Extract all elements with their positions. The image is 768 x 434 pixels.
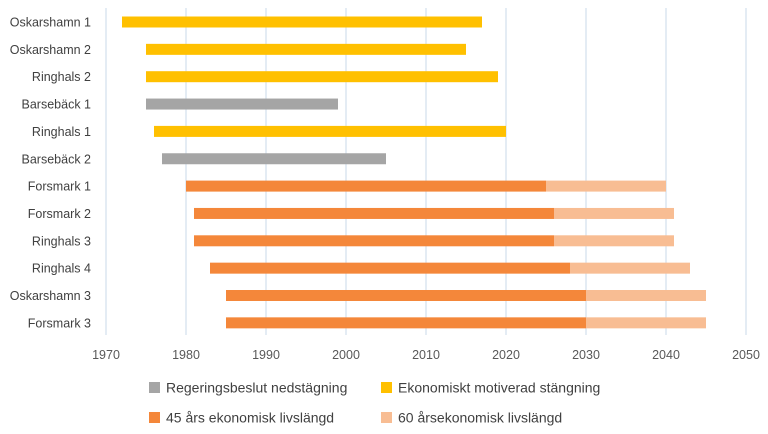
category-label-ringhals-4: Ringhals 4 bbox=[32, 262, 91, 276]
legend-label-eco: Ekonomiskt motiverad stängning bbox=[398, 380, 600, 396]
bar-forsmark-1-y45 bbox=[186, 180, 546, 192]
legend-label-y60: 60 årsekonomisk livslängd bbox=[398, 410, 562, 426]
x-tick-label-2040: 2040 bbox=[652, 348, 680, 362]
category-label-barseb-ck-2: Barsebäck 2 bbox=[22, 152, 92, 166]
x-tick-label-2030: 2030 bbox=[572, 348, 600, 362]
bar-ringhals-4-y60 bbox=[570, 262, 690, 274]
bar-barseb-ck-1-gov bbox=[146, 98, 338, 110]
bar-forsmark-2-y45 bbox=[194, 207, 554, 219]
bar-ringhals-3-y45 bbox=[194, 235, 554, 247]
bar-barseb-ck-2-gov bbox=[162, 153, 386, 165]
bar-ringhals-1-eco bbox=[154, 125, 506, 137]
legend-swatch-eco bbox=[381, 382, 392, 393]
category-label-ringhals-3: Ringhals 3 bbox=[32, 234, 91, 248]
category-label-ringhals-2: Ringhals 2 bbox=[32, 70, 91, 84]
category-label-ringhals-1: Ringhals 1 bbox=[32, 125, 91, 139]
bar-ringhals-2-eco bbox=[146, 71, 498, 83]
bar-ringhals-4-y45 bbox=[210, 262, 570, 274]
bar-oskarshamn-3-y60 bbox=[586, 290, 706, 301]
bar-ringhals-3-y60 bbox=[554, 235, 674, 247]
bar-forsmark-2-y60 bbox=[554, 207, 674, 219]
category-label-forsmark-2: Forsmark 2 bbox=[28, 207, 91, 221]
legend-swatch-y60 bbox=[381, 412, 392, 423]
x-tick-labels: 1970 1980 1990 2000 2010 2020 2030 2040 2050 bbox=[92, 348, 760, 362]
legend-swatch-gov bbox=[149, 382, 160, 393]
category-label-forsmark-3: Forsmark 3 bbox=[28, 316, 91, 330]
x-tick-label-1970: 1970 bbox=[92, 348, 120, 362]
bar-forsmark-3-y60 bbox=[586, 317, 706, 329]
bar-oskarshamn-1-eco bbox=[122, 16, 482, 28]
x-tick-label-2000: 2000 bbox=[332, 348, 360, 362]
legend-label-y45: 45 års ekonomisk livslängd bbox=[166, 410, 334, 426]
legend-swatch-y45 bbox=[149, 412, 160, 423]
category-label-barseb-ck-1: Barsebäck 1 bbox=[22, 98, 92, 112]
legend-label-gov: Regeringsbeslut nedstägning bbox=[166, 380, 347, 396]
category-label-forsmark-1: Forsmark 1 bbox=[28, 180, 91, 194]
category-label-oskarshamn-1: Oskarshamn 1 bbox=[10, 16, 91, 30]
x-tick-label-2020: 2020 bbox=[492, 348, 520, 362]
x-tick-label-2010: 2010 bbox=[412, 348, 440, 362]
bar-forsmark-3-y45 bbox=[226, 317, 586, 329]
legend: Regeringsbeslut nedstägning Ekonomiskt mo… bbox=[149, 380, 600, 426]
gridlines bbox=[105, 8, 747, 335]
x-tick-label-2050: 2050 bbox=[732, 348, 760, 362]
bars bbox=[122, 16, 706, 329]
x-tick-label-1990: 1990 bbox=[252, 348, 280, 362]
category-labels: Oskarshamn 1 Oskarshamn 2 Ringhals 2 Barseb… bbox=[10, 16, 91, 331]
bar-oskarshamn-3-y45 bbox=[226, 290, 586, 301]
bar-oskarshamn-2-eco bbox=[146, 43, 466, 55]
bar-forsmark-1-y60 bbox=[546, 180, 666, 192]
x-tick-label-1980: 1980 bbox=[172, 348, 200, 362]
category-label-oskarshamn-3: Oskarshamn 3 bbox=[10, 289, 91, 303]
category-label-oskarshamn-2: Oskarshamn 2 bbox=[10, 43, 91, 57]
